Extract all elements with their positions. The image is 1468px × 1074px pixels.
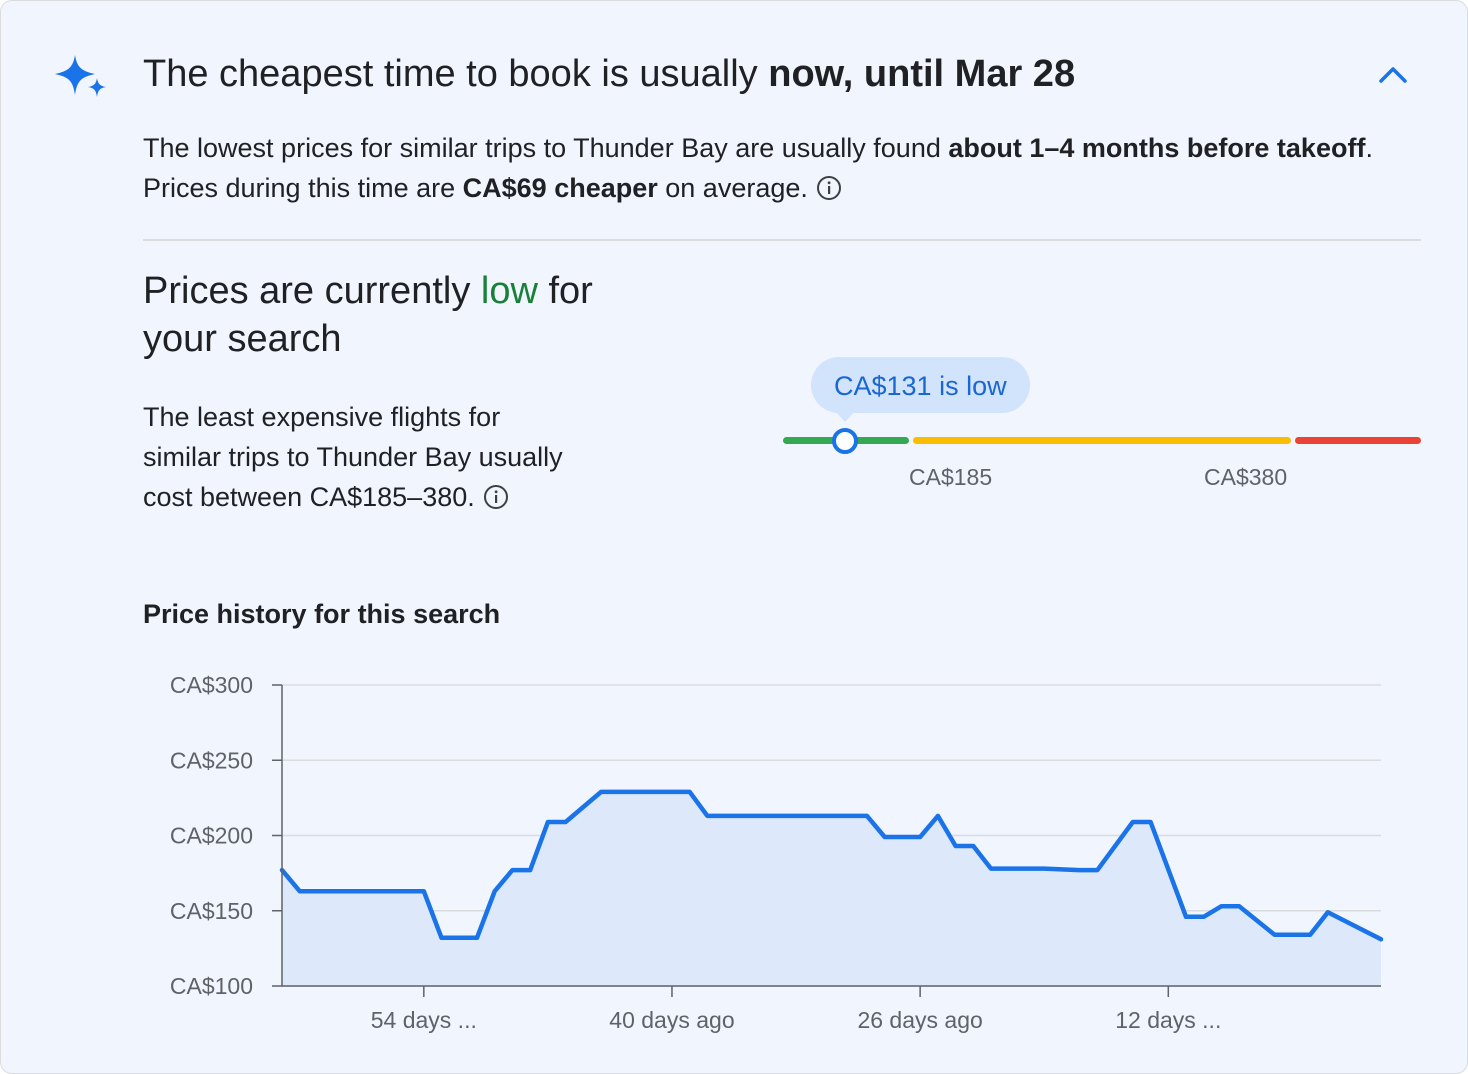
info-icon[interactable]: [483, 484, 509, 510]
price-history-line: [279, 789, 1384, 942]
price-level-word: low: [480, 270, 538, 312]
chevron-up-icon[interactable]: [1373, 59, 1413, 91]
x-tick-label: 26 days ago: [857, 1007, 982, 1033]
y-tick-label: CA$300: [170, 672, 253, 698]
y-axis-labels: CA$100 CA$150 CA$200 CA$250 CA$300: [170, 672, 253, 999]
status-title-suffix: for your search: [143, 270, 593, 360]
price-meter-typical-segment: [913, 437, 1291, 444]
advice-text-part: The lowest prices for similar trips to T…: [143, 133, 941, 163]
booking-advice-text: The lowest prices for similar trips to T…: [143, 128, 1393, 208]
headline-bold: now, until Mar 28: [768, 53, 1076, 95]
x-axis-labels: 54 days ... 40 days ago 26 days ago 12 days…: [371, 986, 1221, 1033]
price-history-area: [282, 791, 1381, 986]
typical-price-range-text: The least expensive flights for similar …: [143, 397, 563, 517]
headline-prefix: The cheapest time to book is usually: [143, 53, 758, 95]
price-history-chart: CA$100 CA$150 CA$200 CA$250 CA$300 54 days .…: [170, 672, 1384, 1033]
info-icon[interactable]: [816, 175, 842, 201]
price-history-title: Price history for this search: [143, 599, 501, 629]
advice-savings: CA$69 cheaper: [462, 173, 658, 203]
status-title-prefix: Prices are currently: [143, 270, 471, 312]
x-tick-label: 54 days ...: [371, 1007, 477, 1033]
x-tick-label: 12 days ...: [1115, 1007, 1221, 1033]
price-status-title: Prices are currently low for your search: [143, 267, 663, 363]
low-threshold-label: CA$185: [909, 464, 993, 490]
section-divider: [143, 239, 1421, 241]
high-threshold-label: CA$380: [1204, 464, 1288, 490]
x-tick-label: 40 days ago: [609, 1007, 734, 1033]
y-tick-label: CA$200: [170, 823, 253, 849]
advice-booking-window: about 1–4 months before takeoff: [948, 133, 1366, 163]
price-meter-high-segment: [1295, 437, 1421, 444]
bubble-tail: [835, 411, 855, 422]
current-price-bubble: CA$131 is low: [811, 357, 1030, 413]
current-price-marker: [832, 428, 858, 454]
range-text: The least expensive flights for similar …: [143, 402, 563, 512]
booking-advice-headline: The cheapest time to book is usually now…: [143, 51, 1075, 97]
advice-text-part: on average.: [665, 173, 808, 203]
y-tick-label: CA$250: [170, 747, 253, 773]
y-tick-label: CA$100: [170, 973, 253, 999]
sparkle-icon: [55, 55, 106, 97]
y-tick-label: CA$150: [170, 898, 253, 924]
advice-text-part: . Prices during this time are: [143, 133, 1373, 203]
